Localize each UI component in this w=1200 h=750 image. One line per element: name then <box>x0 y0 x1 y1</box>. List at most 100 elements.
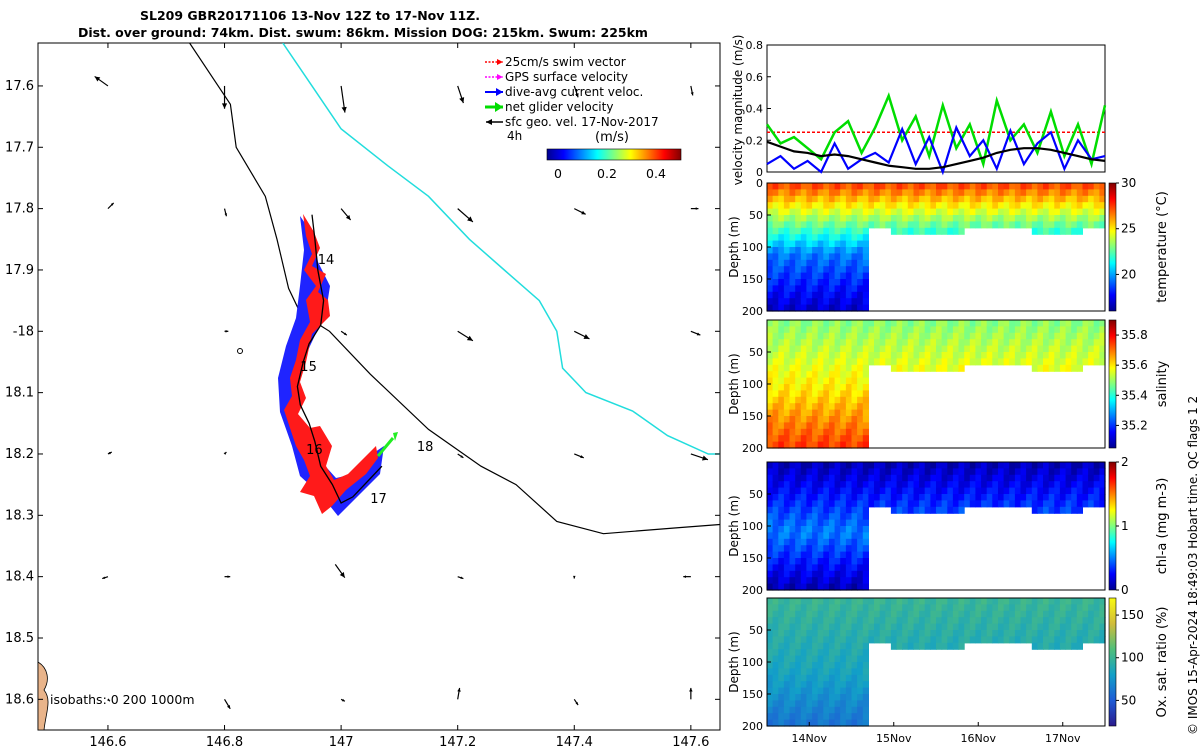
oxygen-section-cell <box>930 604 937 612</box>
chlorophyll-section-cell <box>812 500 819 508</box>
oxygen-section-cell <box>778 623 785 631</box>
chlorophyll-section-cell <box>1048 462 1055 469</box>
oxygen-section-cell <box>845 662 853 669</box>
temperature-section-cell <box>812 272 819 280</box>
oxygen-section-cell <box>778 674 785 682</box>
salinity-section-cell <box>868 345 875 353</box>
chlorophyll-section-cell <box>969 500 976 508</box>
salinity-section-cell <box>789 422 796 430</box>
chlorophyll-section-cell <box>857 551 864 559</box>
oxygen-section-cell <box>947 642 954 650</box>
salinity-section-cell <box>1088 339 1095 347</box>
chlorophyll-section-cell <box>778 577 785 585</box>
salinity-section-cell <box>834 339 841 347</box>
salinity-section-cell <box>1043 352 1050 359</box>
salinity-section-cell <box>1037 352 1044 359</box>
chlorophyll-section-cell <box>795 583 802 591</box>
oxygen-section-cell <box>778 662 785 669</box>
oxygen-section-cell <box>829 623 836 631</box>
temperature-section-cell <box>885 189 892 197</box>
oxygen-section-cell <box>829 617 836 625</box>
salinity-section-cell <box>952 326 960 334</box>
temperature-section-cell <box>1048 215 1055 222</box>
temperature-section-cell <box>772 259 779 267</box>
oxygen-section-cell <box>1037 598 1044 605</box>
chlorophyll-section-cell <box>823 558 830 565</box>
salinity-section-cell <box>806 364 813 372</box>
chlorophyll-section-cell <box>851 577 858 585</box>
oxygen-section-cell <box>885 617 892 625</box>
temperature-section-cell <box>772 195 779 203</box>
salinity-section-cell <box>812 371 819 379</box>
oxygen-section-cell <box>800 610 807 618</box>
chlorophyll-section-cell <box>823 551 830 559</box>
salinity-section-cell <box>845 320 853 327</box>
oxygen-section-cell <box>1054 636 1061 644</box>
salinity-section-cell <box>840 371 847 379</box>
chlorophyll-section-cell <box>1014 494 1022 501</box>
oxygen-section-cell <box>789 662 796 669</box>
oxygen-section-cell <box>1059 604 1067 612</box>
temperature-section-cbtick-label-2: 20 <box>1121 267 1136 281</box>
salinity-section-cell <box>1043 364 1050 372</box>
salinity-section-cell <box>840 377 847 385</box>
oxygen-section-cell <box>890 610 898 618</box>
temperature-section-cell <box>1037 208 1044 216</box>
temperature-section-cell <box>952 215 960 222</box>
chlorophyll-section-cell <box>817 500 824 508</box>
salinity-section-cell <box>981 320 988 327</box>
surface-vector-head-4 <box>575 93 579 98</box>
salinity-section-cell <box>1054 332 1061 340</box>
oxygen-section-cell <box>1082 598 1089 605</box>
temperature-section-cell <box>806 227 813 235</box>
temperature-section-cell <box>936 202 943 210</box>
salinity-section-cell <box>772 435 779 443</box>
salinity-section-cell <box>913 364 920 372</box>
temperature-section-cell <box>1093 195 1100 203</box>
chlorophyll-section-cell <box>958 468 965 476</box>
salinity-section-cell <box>1071 339 1078 347</box>
salinity-section-cell <box>947 358 954 366</box>
salinity-section-cell <box>857 384 864 391</box>
oxygen-section-cell <box>981 610 988 618</box>
legend-arrowhead-dive-avg <box>496 88 503 96</box>
chlorophyll-section-cell <box>857 564 864 572</box>
oxygen-section-cell <box>845 713 853 721</box>
oxygen-section-cell <box>936 604 943 612</box>
velocity-ytick-label-1: 0.2 <box>746 134 764 147</box>
temperature-section-cell <box>812 221 819 229</box>
colorbar-tick-0: 0 <box>554 166 562 181</box>
salinity-section-cell <box>772 409 779 417</box>
chlorophyll-section-cell <box>868 494 875 501</box>
oxygen-section-cell <box>789 617 796 625</box>
salinity-section-cell <box>817 358 824 366</box>
temperature-section-cell <box>890 221 898 229</box>
temperature-section-cell <box>1054 183 1061 190</box>
chlorophyll-section-cell <box>823 462 830 469</box>
velocity-ylabel: velocity magnitude (m/s) <box>731 35 745 186</box>
salinity-section-cell <box>958 358 965 366</box>
chlorophyll-section-cell <box>913 500 920 508</box>
temperature-section-cell <box>851 247 858 254</box>
salinity-section-cell <box>812 332 819 340</box>
oxygen-section-cell <box>834 598 841 605</box>
temperature-section-cell <box>958 183 965 190</box>
salinity-section-cell <box>964 352 971 359</box>
oxygen-section-cell <box>1076 636 1083 644</box>
velocity-series-layer <box>765 92 1107 176</box>
temperature-section-cell <box>975 215 982 222</box>
chlorophyll-section-cell <box>964 494 971 501</box>
salinity-section-cell <box>1059 364 1067 372</box>
oxygen-section-cell <box>800 706 807 714</box>
chlorophyll-section-cell <box>817 570 824 578</box>
salinity-section-cell <box>845 377 853 385</box>
salinity-section-ylabel: Depth (m) <box>727 353 741 414</box>
salinity-section-cell <box>1031 352 1038 359</box>
oxygen-section-cell <box>829 636 836 644</box>
oxygen-section-cell <box>767 719 774 727</box>
temperature-section-cell <box>975 183 982 190</box>
oxygen-section-cell <box>783 610 791 618</box>
temperature-section-cell <box>902 195 909 203</box>
net-velocity-vector <box>376 437 395 457</box>
chlorophyll-section-cell <box>1020 474 1027 482</box>
